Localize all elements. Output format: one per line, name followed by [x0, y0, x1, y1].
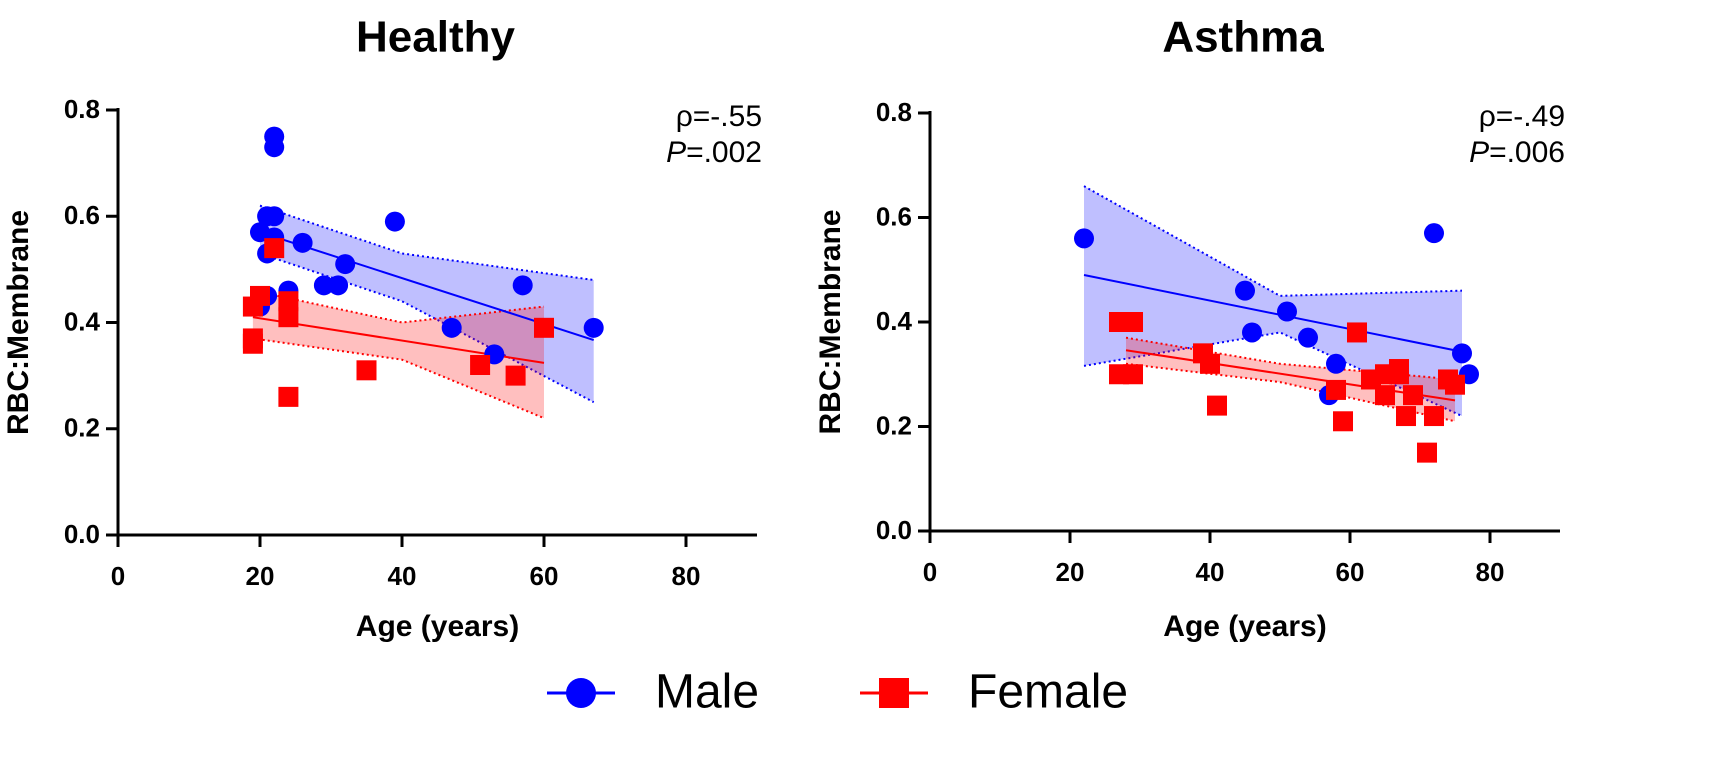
- point: [264, 206, 285, 227]
- band-edge: [252, 289, 545, 324]
- y-tick-label: 0.2: [876, 410, 912, 440]
- x-tick-label: 60: [530, 561, 559, 591]
- y-tick-label: 0.2: [64, 413, 100, 443]
- annotation: P=.002: [666, 136, 762, 169]
- point: [441, 317, 462, 338]
- y-tick-label: 0.6: [876, 201, 912, 231]
- y-tick-label: 0.0: [876, 515, 912, 545]
- point: [328, 275, 349, 296]
- point: [1389, 364, 1409, 385]
- x-tick-label: 80: [672, 561, 701, 591]
- y-tick-label: 0.0: [64, 519, 100, 549]
- chart-title: Healthy: [356, 13, 515, 62]
- point: [1200, 353, 1220, 374]
- x-tick-label: 40: [1196, 557, 1225, 587]
- point: [1123, 364, 1143, 385]
- fit-line: [1083, 273, 1463, 353]
- y-tick-label: 0.8: [876, 97, 912, 127]
- point: [1277, 301, 1297, 322]
- y-tick-label: 0.4: [64, 306, 101, 336]
- confidence-band: [252, 290, 544, 419]
- y-tick-label: 0.6: [64, 200, 100, 230]
- point: [1326, 353, 1346, 374]
- x-tick-label: 0: [923, 557, 937, 587]
- point: [1375, 385, 1395, 406]
- legend-marker: [566, 678, 596, 708]
- point: [1403, 385, 1423, 406]
- point: [583, 317, 604, 338]
- annotation-value: =.002: [686, 136, 762, 169]
- x-tick-label: 20: [246, 561, 275, 591]
- x-tick-label: 80: [1476, 557, 1505, 587]
- annotation-symbol: P: [666, 136, 686, 169]
- annotation-value: =.006: [1489, 136, 1565, 169]
- annotation: ρ=-.55: [676, 100, 762, 133]
- point: [1123, 312, 1143, 332]
- x-tick-label: 20: [1056, 557, 1085, 587]
- legend-label: Female: [968, 666, 1128, 719]
- point: [1326, 379, 1346, 400]
- chart-title: Asthma: [1162, 13, 1324, 62]
- point: [470, 355, 491, 375]
- point: [534, 317, 554, 338]
- x-axis-label: Age (years): [1163, 610, 1326, 643]
- point: [384, 211, 405, 232]
- point: [278, 386, 299, 407]
- annotation: P=.006: [1469, 136, 1565, 169]
- point: [1333, 411, 1353, 432]
- point: [505, 365, 526, 386]
- x-axis-label: Age (years): [356, 610, 519, 643]
- point: [313, 275, 334, 296]
- point: [1452, 343, 1472, 364]
- y-axis-label: RBC:Membrane: [814, 209, 847, 434]
- annotation: ρ=-.49: [1479, 100, 1565, 133]
- y-tick-label: 0.8: [64, 94, 100, 124]
- point: [335, 254, 356, 275]
- point: [512, 275, 533, 296]
- y-tick-label: 0.4: [876, 306, 913, 336]
- point: [278, 291, 299, 312]
- point: [1242, 322, 1262, 343]
- annotation-symbol: P: [1469, 136, 1489, 169]
- band-edge: [1083, 185, 1463, 297]
- point: [1235, 280, 1255, 301]
- point: [1396, 406, 1416, 427]
- band-edge: [1125, 362, 1456, 423]
- legend-label: Male: [655, 666, 759, 719]
- x-tick-label: 0: [111, 561, 125, 591]
- confidence-band: [1084, 186, 1462, 417]
- x-tick-label: 60: [1336, 557, 1365, 587]
- point: [1445, 374, 1465, 395]
- x-tick-label: 40: [388, 561, 417, 591]
- point: [264, 238, 285, 259]
- band-edge: [252, 337, 545, 420]
- point: [242, 333, 263, 354]
- point: [278, 307, 299, 328]
- point: [1207, 395, 1227, 416]
- point: [1347, 322, 1367, 343]
- point: [1424, 406, 1444, 427]
- point: [292, 232, 313, 253]
- point: [1298, 327, 1318, 348]
- point: [1074, 228, 1094, 249]
- point: [1424, 223, 1444, 244]
- fit-line: [1125, 349, 1456, 402]
- point: [250, 285, 270, 306]
- legend-marker: [879, 678, 909, 708]
- band-edge: [1125, 336, 1456, 381]
- point: [264, 137, 285, 158]
- y-axis-label: RBC:Membrane: [2, 210, 35, 435]
- point: [356, 360, 377, 381]
- point: [1417, 442, 1437, 463]
